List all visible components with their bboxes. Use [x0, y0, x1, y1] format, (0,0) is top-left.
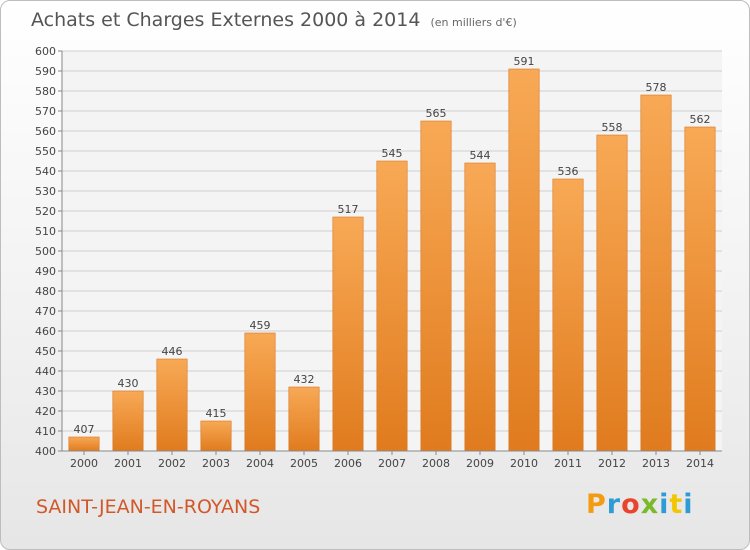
data-label-2013: 578	[646, 81, 667, 94]
logo-letter: x	[640, 489, 660, 520]
title-text: Achats et Charges Externes 2000 à 2014	[31, 9, 421, 31]
x-axis-ticks: 2000 2001 2002 2003 2004 2005 2006 2007 2008 2009…	[70, 451, 714, 470]
logo-letter: i	[659, 489, 670, 520]
bar-2005[interactable]	[288, 386, 320, 452]
x-tick-label: 2004	[246, 457, 274, 470]
bar-2004[interactable]	[244, 332, 276, 452]
data-label-2010: 591	[514, 55, 535, 68]
data-label-2002: 446	[162, 345, 183, 358]
bar-2000[interactable]	[68, 436, 100, 452]
y-tick-label: 600	[35, 45, 56, 58]
data-label-2005: 432	[294, 373, 315, 386]
data-label-2004: 459	[250, 319, 271, 332]
x-tick-label: 2008	[422, 457, 450, 470]
y-tick-label: 520	[35, 205, 56, 218]
y-tick-label: 540	[35, 165, 56, 178]
chart-subtitle: (en milliers d'€)	[430, 16, 517, 29]
data-label-2003: 415	[206, 407, 227, 420]
bars	[68, 68, 716, 452]
y-tick-label: 480	[35, 285, 56, 298]
logo-letter: r	[606, 489, 622, 520]
x-tick-label: 2014	[686, 457, 714, 470]
logo-letter: P	[586, 489, 607, 520]
y-tick-label: 440	[35, 365, 56, 378]
bar-2001[interactable]	[112, 390, 144, 452]
bar-2007[interactable]	[376, 160, 408, 452]
x-tick-label: 2007	[378, 457, 406, 470]
data-label-2009: 544	[470, 149, 491, 162]
bar-2013[interactable]	[640, 94, 672, 452]
y-axis-ticks: 400 410 420 430 440 450 460 470 480 490 500 510 520 5…	[35, 45, 62, 458]
bar-2014[interactable]	[684, 126, 716, 452]
data-label-2006: 517	[338, 203, 359, 216]
data-label-2012: 558	[602, 121, 623, 134]
data-label-2008: 565	[426, 107, 447, 120]
commune-name: SAINT-JEAN-EN-ROYANS	[36, 496, 261, 518]
bar-2011[interactable]	[552, 178, 584, 452]
x-tick-label: 2013	[642, 457, 670, 470]
data-label-2000: 407	[74, 423, 95, 436]
bar-2003[interactable]	[200, 420, 232, 452]
y-tick-label: 530	[35, 185, 56, 198]
data-label-2011: 536	[558, 165, 579, 178]
x-tick-label: 2002	[158, 457, 186, 470]
x-tick-label: 2010	[510, 457, 538, 470]
y-tick-label: 590	[35, 65, 56, 78]
data-labels: 407 430 446 415 459 432 517 545 565 544 591 536 558 5…	[74, 55, 711, 436]
bar-2008[interactable]	[420, 120, 452, 452]
y-tick-label: 460	[35, 325, 56, 338]
y-tick-label: 470	[35, 305, 56, 318]
y-tick-label: 430	[35, 385, 56, 398]
bar-2009[interactable]	[464, 162, 496, 452]
bar-2006[interactable]	[332, 216, 364, 452]
bar-2010[interactable]	[508, 68, 540, 452]
bar-2002[interactable]	[156, 358, 188, 452]
y-tick-label: 420	[35, 405, 56, 418]
y-tick-label: 550	[35, 145, 56, 158]
data-label-2014: 562	[690, 113, 711, 126]
y-tick-label: 570	[35, 105, 56, 118]
y-tick-label: 500	[35, 245, 56, 258]
x-tick-label: 2011	[554, 457, 582, 470]
data-label-2001: 430	[118, 377, 139, 390]
y-tick-label: 410	[35, 425, 56, 438]
logo-letter: o	[621, 489, 641, 520]
logo-letter: t	[669, 489, 684, 520]
y-tick-label: 510	[35, 225, 56, 238]
x-tick-label: 2003	[202, 457, 230, 470]
y-tick-label: 450	[35, 345, 56, 358]
y-tick-label: 560	[35, 125, 56, 138]
bar-2012[interactable]	[596, 134, 628, 452]
data-label-2007: 545	[382, 147, 403, 160]
y-tick-label: 490	[35, 265, 56, 278]
x-tick-label: 2001	[114, 457, 142, 470]
x-tick-label: 2009	[466, 457, 494, 470]
x-tick-label: 2000	[70, 457, 98, 470]
logo-letter: i	[683, 489, 694, 520]
y-tick-label: 580	[35, 85, 56, 98]
x-tick-label: 2012	[598, 457, 626, 470]
x-tick-label: 2005	[290, 457, 318, 470]
x-tick-label: 2006	[334, 457, 362, 470]
chart-title: Achats et Charges Externes 2000 à 2014 (e…	[31, 9, 517, 31]
y-tick-label: 400	[35, 445, 56, 458]
proxiti-logo[interactable]: Proxiti	[586, 489, 694, 520]
